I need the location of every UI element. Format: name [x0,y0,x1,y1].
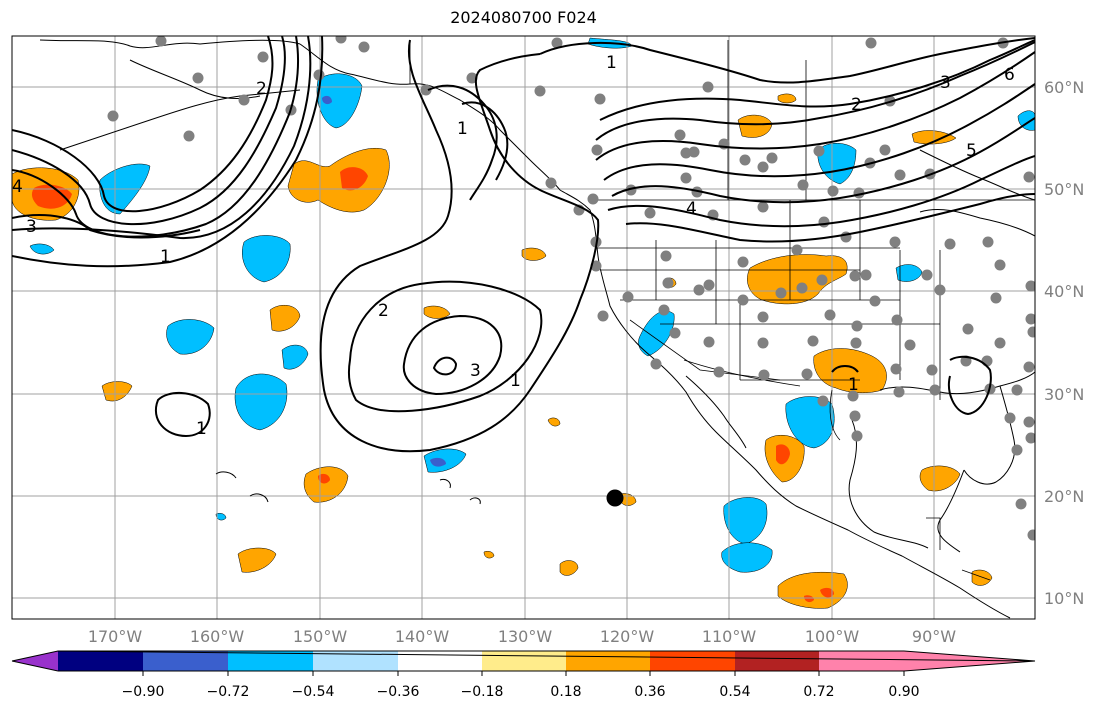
colorbar-segment [143,651,228,671]
map-frame [11,35,1036,620]
lon-label: 100°W [805,627,860,646]
lat-label: 20°N [1044,487,1084,506]
contour-labels: 1 2 3 4 5 6 1 2 3 4 1 2 3 1 1 1 [12,53,1015,439]
colorbar-tick-label: 0.18 [550,684,581,700]
lat-label: 10°N [1044,589,1084,608]
anomaly-shading [12,37,1035,609]
negative-anomaly-areas [29,37,1035,573]
lon-label: 160°W [190,627,245,646]
colorbar-segment [650,651,735,671]
strong-positive-areas [31,167,834,603]
colorbar-extend-low [12,651,58,671]
colorbar-segment [735,651,819,671]
contour-label: 1 [457,119,468,139]
latitude-labels: 60°N 50°N 40°N 30°N 20°N 10°N [1044,78,1084,608]
political-borders [409,40,1035,581]
colorbar-extend-high [904,651,1035,671]
contour-label: 4 [12,177,23,197]
colorbar-tick-label: 0.36 [634,684,665,700]
storm-marker [606,489,624,507]
colorbar-tick-label: −0.36 [377,684,420,700]
longitude-labels: 170°W 160°W 150°W 140°W 130°W 120°W 110°… [88,627,956,646]
contour-label: 1 [606,53,617,73]
colorbar: −0.90 −0.72 −0.54 −0.36 −0.18 0.18 0.36 … [11,650,1036,700]
colorbar-tick-label: −0.72 [207,684,250,700]
lon-label: 150°W [293,627,348,646]
station-dots [107,36,1035,541]
lon-label: 120°W [600,627,655,646]
colorbar-segment [819,651,904,671]
contour-label: 1 [510,371,521,391]
colorbar-segment [313,651,398,671]
contour-label: 1 [848,375,859,395]
lat-label: 40°N [1044,282,1084,301]
contour-label: 3 [470,361,481,381]
contour-label: 1 [196,419,207,439]
contour-label: 2 [378,301,389,321]
colorbar-tick-label: −0.54 [292,684,335,700]
lat-label: 60°N [1044,78,1084,97]
colorbar-segment [482,651,566,671]
colorbar-segment [398,651,482,671]
contour-label: 1 [160,247,171,267]
contour-label: 2 [851,95,862,115]
gridlines [12,36,1035,619]
colorbar-tick-label: 0.72 [803,684,834,700]
lon-label: 140°W [395,627,450,646]
contour-label: 6 [1004,65,1015,85]
colorbar-tick-label: −0.18 [461,684,504,700]
colorbar-tick-label: −0.90 [122,684,165,700]
colorbar-tick-label: 0.90 [888,684,919,700]
colorbar-segment [228,651,313,671]
contour-label: 3 [940,73,951,93]
lon-label: 110°W [702,627,757,646]
contour-label: 2 [256,79,267,99]
lon-label: 130°W [498,627,553,646]
lon-label: 90°W [912,627,956,646]
lon-label: 170°W [88,627,143,646]
lat-label: 50°N [1044,180,1084,199]
lat-label: 30°N [1044,385,1084,404]
contour-label: 3 [26,217,37,237]
contour-lines [12,36,1035,453]
colorbar-segment [566,651,650,671]
map-title: 2024080700 F024 [450,8,597,27]
contour-label: 5 [966,141,977,161]
colorbar-tick-label: 0.54 [719,684,750,700]
contour-label: 4 [686,199,697,219]
colorbar-segment [58,651,143,671]
strong-negative-areas [322,95,446,467]
